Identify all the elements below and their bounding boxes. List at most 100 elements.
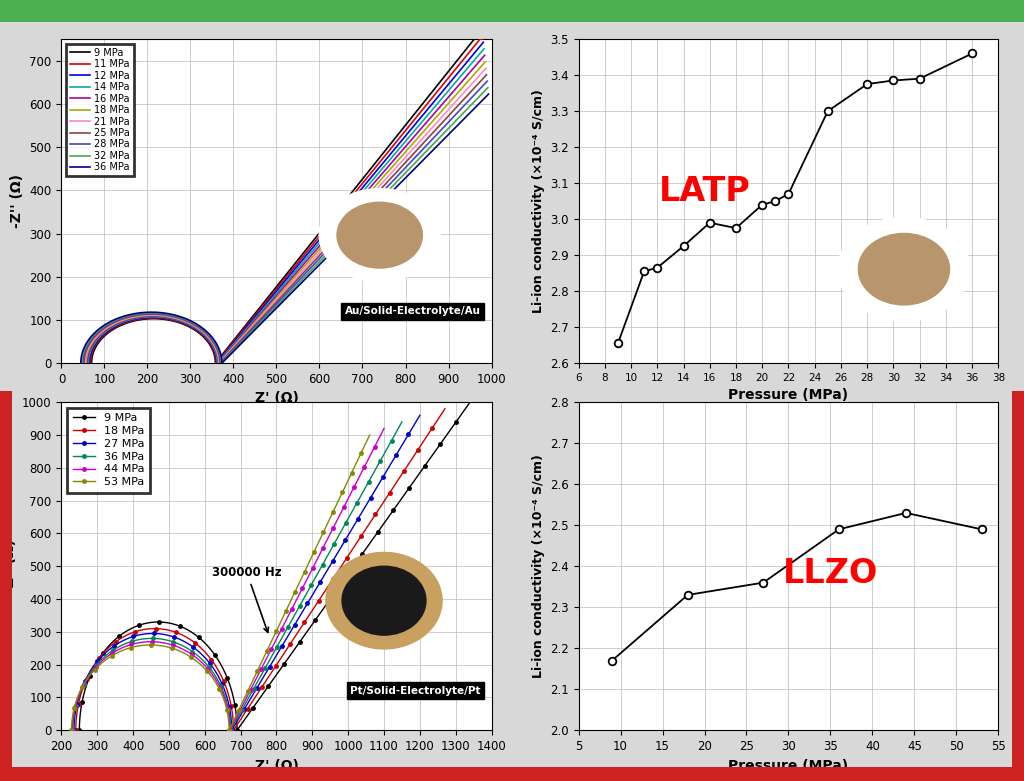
32 MPa bbox=[481, 83, 494, 92]
28 MPa bbox=[411, 151, 423, 160]
Legend: 9 MPa, 11 MPa, 12 MPa, 14 MPa, 16 MPa, 18 MPa, 21 MPa, 25 MPa, 28 MPa, 32 MPa, 3: 9 MPa, 11 MPa, 12 MPa, 14 MPa, 16 MPa, 1… bbox=[67, 44, 134, 177]
27 MPa bbox=[225, 726, 238, 735]
18 MPa bbox=[174, 629, 186, 639]
21 MPa bbox=[213, 356, 225, 366]
53 MPa bbox=[223, 726, 236, 735]
12 MPa bbox=[211, 358, 223, 368]
16 MPa bbox=[478, 51, 490, 60]
21 MPa bbox=[146, 310, 159, 319]
16 MPa bbox=[212, 358, 224, 368]
28 MPa bbox=[146, 308, 159, 318]
28 MPa bbox=[214, 358, 226, 368]
Y-axis label: -Z'' (Ω): -Z'' (Ω) bbox=[10, 174, 24, 228]
36 MPa bbox=[395, 417, 408, 426]
9 MPa bbox=[115, 630, 127, 640]
53 MPa bbox=[256, 656, 268, 665]
9 MPa bbox=[148, 314, 161, 323]
28 MPa bbox=[481, 77, 494, 86]
16 MPa bbox=[81, 358, 93, 368]
X-axis label: Pressure (MPa): Pressure (MPa) bbox=[728, 388, 849, 402]
18 MPa bbox=[147, 311, 160, 320]
25 MPa bbox=[421, 134, 433, 144]
Line: 12 MPa: 12 MPa bbox=[89, 42, 483, 363]
9 MPa bbox=[177, 623, 189, 633]
21 MPa bbox=[391, 162, 403, 171]
Line: 21 MPa: 21 MPa bbox=[85, 68, 486, 363]
X-axis label: Z' (Ω): Z' (Ω) bbox=[255, 391, 298, 405]
32 MPa bbox=[412, 155, 424, 165]
44 MPa bbox=[170, 642, 182, 651]
25 MPa bbox=[391, 166, 403, 176]
21 MPa bbox=[79, 358, 91, 368]
25 MPa bbox=[214, 358, 226, 368]
11 MPa bbox=[407, 117, 419, 127]
Line: 18 MPa: 18 MPa bbox=[86, 62, 485, 363]
53 MPa bbox=[108, 651, 120, 660]
Line: 16 MPa: 16 MPa bbox=[87, 55, 484, 363]
Text: Au/Solid-Electrolyte/Au: Au/Solid-Electrolyte/Au bbox=[345, 306, 481, 316]
21 MPa bbox=[213, 358, 225, 368]
36 MPa bbox=[264, 653, 276, 662]
18 MPa bbox=[112, 636, 124, 645]
11 MPa bbox=[155, 314, 167, 323]
X-axis label: Pressure (MPa): Pressure (MPa) bbox=[728, 758, 849, 772]
36 MPa bbox=[70, 701, 82, 711]
11 MPa bbox=[147, 313, 160, 323]
36 MPa bbox=[205, 665, 217, 675]
Line: 14 MPa: 14 MPa bbox=[88, 48, 484, 363]
11 MPa bbox=[210, 358, 222, 368]
28 MPa bbox=[77, 358, 89, 368]
53 MPa bbox=[68, 704, 80, 713]
36 MPa bbox=[171, 639, 183, 648]
Line: 27 MPa: 27 MPa bbox=[73, 414, 422, 732]
Line: 9 MPa: 9 MPa bbox=[91, 39, 482, 363]
53 MPa bbox=[364, 430, 376, 440]
18 MPa bbox=[390, 158, 402, 167]
44 MPa bbox=[291, 594, 303, 603]
32 MPa bbox=[215, 356, 227, 366]
44 MPa bbox=[205, 668, 217, 677]
9 MPa bbox=[209, 358, 221, 368]
36 MPa bbox=[299, 591, 311, 601]
9 MPa bbox=[406, 112, 418, 122]
27 MPa bbox=[172, 634, 184, 644]
Line: 25 MPa: 25 MPa bbox=[84, 75, 486, 363]
18 MPa bbox=[420, 124, 432, 134]
53 MPa bbox=[170, 645, 182, 654]
36 MPa bbox=[216, 356, 228, 366]
18 MPa bbox=[410, 136, 422, 145]
12 MPa bbox=[155, 313, 167, 323]
Text: 300000 Hz: 300000 Hz bbox=[212, 566, 282, 633]
16 MPa bbox=[389, 153, 401, 162]
9 MPa bbox=[155, 314, 167, 323]
18 MPa bbox=[212, 356, 224, 366]
9 MPa bbox=[212, 654, 224, 664]
Line: 11 MPa: 11 MPa bbox=[90, 39, 482, 363]
25 MPa bbox=[78, 358, 90, 368]
36 MPa bbox=[67, 726, 79, 735]
21 MPa bbox=[480, 63, 493, 73]
11 MPa bbox=[418, 104, 430, 113]
9 MPa bbox=[333, 583, 345, 592]
12 MPa bbox=[418, 109, 430, 118]
14 MPa bbox=[82, 358, 94, 368]
14 MPa bbox=[419, 114, 431, 123]
Line: 18 MPa: 18 MPa bbox=[74, 407, 446, 732]
27 MPa bbox=[68, 726, 80, 735]
9 MPa bbox=[76, 697, 88, 707]
44 MPa bbox=[378, 424, 390, 433]
Line: 44 MPa: 44 MPa bbox=[71, 426, 386, 732]
18 MPa bbox=[73, 699, 85, 708]
36 MPa bbox=[224, 726, 237, 735]
44 MPa bbox=[108, 647, 120, 657]
36 MPa bbox=[216, 358, 228, 368]
14 MPa bbox=[211, 358, 223, 368]
27 MPa bbox=[207, 662, 219, 672]
Line: 36 MPa: 36 MPa bbox=[72, 420, 403, 732]
16 MPa bbox=[409, 131, 421, 141]
16 MPa bbox=[212, 356, 224, 366]
9 MPa bbox=[417, 99, 429, 109]
11 MPa bbox=[210, 356, 222, 366]
44 MPa bbox=[260, 654, 272, 664]
53 MPa bbox=[66, 726, 78, 735]
